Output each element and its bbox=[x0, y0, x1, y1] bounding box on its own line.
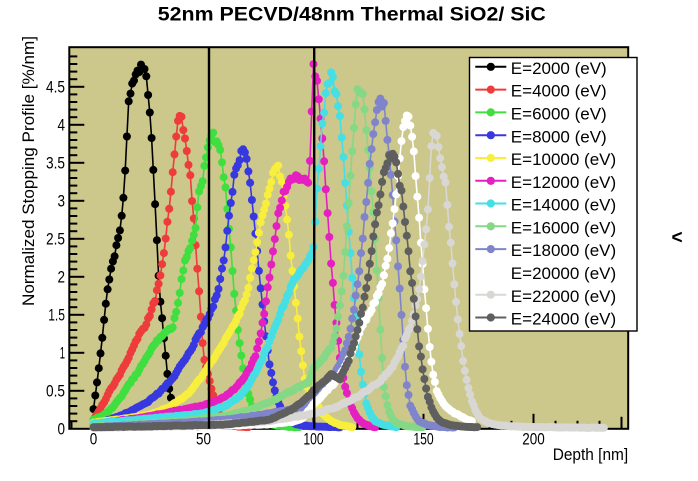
svg-text:4.5: 4.5 bbox=[46, 78, 65, 96]
svg-text:Normalized Stopping Profile [%: Normalized Stopping Profile [%/nm] bbox=[20, 36, 38, 306]
svg-text:150: 150 bbox=[413, 430, 433, 448]
svg-text:E=2000 (eV): E=2000 (eV) bbox=[511, 59, 607, 78]
svg-text:2: 2 bbox=[58, 268, 66, 286]
svg-text:0: 0 bbox=[90, 430, 98, 448]
svg-text:3.5: 3.5 bbox=[46, 154, 65, 172]
svg-text:E=6000 (eV): E=6000 (eV) bbox=[511, 105, 607, 124]
svg-text:E=16000 (eV): E=16000 (eV) bbox=[511, 218, 616, 237]
svg-text:0: 0 bbox=[58, 420, 66, 438]
svg-text:E=24000 (eV): E=24000 (eV) bbox=[511, 310, 616, 329]
svg-text:52nm PECVD/48nm Thermal SiO2/: 52nm PECVD/48nm Thermal SiO2/ SiC bbox=[158, 4, 546, 26]
svg-text:4: 4 bbox=[58, 116, 66, 134]
svg-text:50: 50 bbox=[196, 430, 211, 448]
svg-text:3: 3 bbox=[58, 192, 66, 210]
svg-text:1: 1 bbox=[60, 344, 65, 362]
svg-text:E=20000 (eV): E=20000 (eV) bbox=[511, 264, 616, 283]
svg-text:100: 100 bbox=[303, 430, 323, 448]
svg-text:E=12000 (eV): E=12000 (eV) bbox=[511, 173, 616, 192]
svg-text:2.5: 2.5 bbox=[46, 230, 65, 248]
svg-text:200: 200 bbox=[522, 430, 545, 448]
svg-text:E=22000 (eV): E=22000 (eV) bbox=[511, 287, 616, 306]
svg-text:E=18000 (eV): E=18000 (eV) bbox=[511, 241, 616, 260]
svg-text:E=10000 (eV): E=10000 (eV) bbox=[511, 150, 616, 169]
svg-text:0.5: 0.5 bbox=[46, 382, 65, 400]
svg-text:1.5: 1.5 bbox=[48, 306, 65, 324]
svg-text:E=8000 (eV): E=8000 (eV) bbox=[511, 127, 607, 146]
svg-text:Depth [nm]: Depth [nm] bbox=[553, 445, 629, 464]
svg-text:E=4000 (eV): E=4000 (eV) bbox=[511, 82, 607, 101]
svg-text:E=14000 (eV): E=14000 (eV) bbox=[511, 196, 616, 215]
svg-text:<: < bbox=[672, 228, 683, 249]
